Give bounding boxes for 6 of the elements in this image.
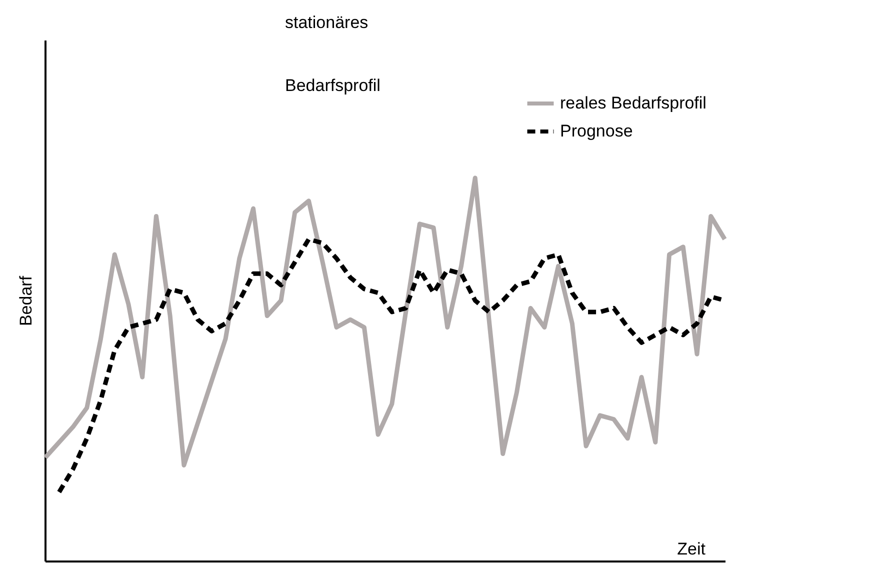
legend-label: Prognose (560, 122, 633, 140)
chart-title: stationäres (285, 13, 368, 32)
x-axis-title: Zeit (677, 540, 706, 558)
legend-label: reales Bedarfsprofil (560, 94, 706, 112)
chart-subtitle: Bedarfsprofil (285, 76, 380, 95)
y-axis-title: Bedarf (16, 276, 36, 326)
